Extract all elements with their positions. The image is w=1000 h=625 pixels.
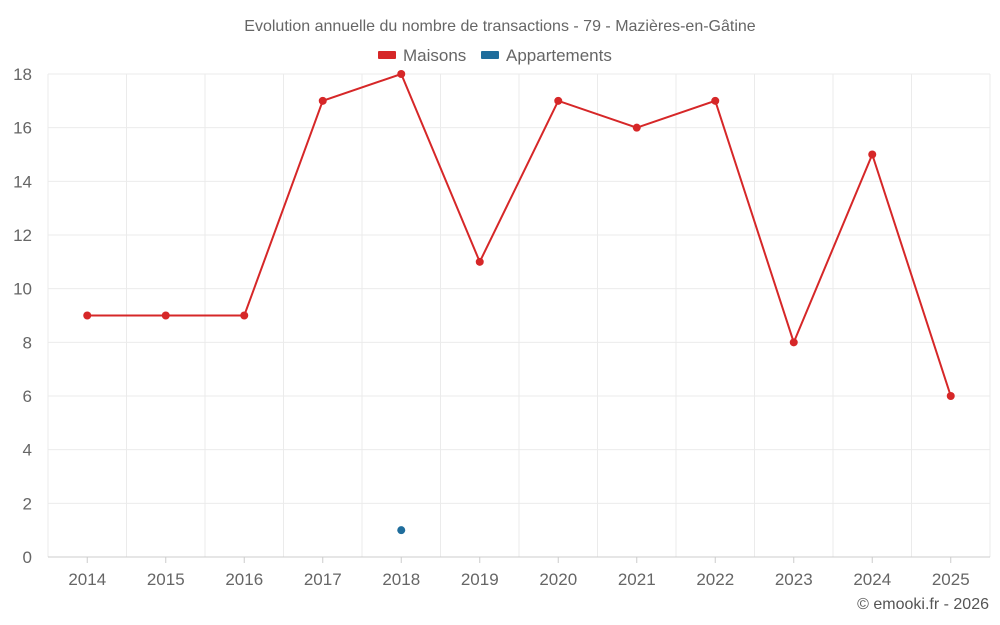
legend-swatch-maisons <box>378 51 396 59</box>
data-point-maisons[interactable] <box>868 150 877 159</box>
x-tick-label: 2015 <box>147 570 185 589</box>
x-tick-label: 2023 <box>775 570 813 589</box>
legend: Maisons Appartements <box>378 46 612 65</box>
y-tick-label: 8 <box>23 333 32 352</box>
series <box>83 70 955 535</box>
y-tick-label: 2 <box>23 494 32 513</box>
series-line-maisons <box>87 72 952 397</box>
y-tick-label: 14 <box>13 172 32 191</box>
data-point-maisons[interactable] <box>711 96 720 105</box>
x-tick-label: 2022 <box>696 570 734 589</box>
data-point-maisons[interactable] <box>554 96 563 105</box>
data-point-maisons[interactable] <box>161 311 170 320</box>
x-tick-label: 2016 <box>225 570 263 589</box>
legend-label-appartements[interactable]: Appartements <box>506 46 612 65</box>
data-point-maisons[interactable] <box>83 311 92 320</box>
x-tick-label: 2018 <box>382 570 420 589</box>
axes: 0 2 4 6 8 10 12 14 16 18 2014 2015 2016 2017 2018 2019 2… <box>13 65 990 589</box>
x-tick-label: 2025 <box>932 570 970 589</box>
legend-swatch-appartements <box>481 51 499 59</box>
data-point-maisons[interactable] <box>475 257 484 266</box>
y-tick-label: 4 <box>23 441 32 460</box>
data-point-maisons[interactable] <box>789 338 798 347</box>
x-tick-label: 2020 <box>539 570 577 589</box>
y-tick-label: 10 <box>13 280 32 299</box>
data-point-maisons[interactable] <box>632 123 641 132</box>
x-tick-label: 2014 <box>68 570 106 589</box>
data-point-appartements[interactable] <box>397 526 406 535</box>
y-tick-label: 12 <box>13 226 32 245</box>
y-tick-label: 0 <box>23 548 32 567</box>
x-tick-label: 2019 <box>461 570 499 589</box>
y-tick-label: 18 <box>13 65 32 84</box>
x-tick-label: 2021 <box>618 570 656 589</box>
data-point-maisons[interactable] <box>397 70 406 78</box>
data-point-maisons[interactable] <box>240 311 249 320</box>
x-tick-label: 2024 <box>853 570 891 589</box>
chart-title: Evolution annuelle du nombre de transact… <box>244 18 755 35</box>
credit-text: © emooki.fr - 2026 <box>857 596 989 613</box>
legend-label-maisons[interactable]: Maisons <box>403 46 466 65</box>
data-point-maisons[interactable] <box>318 96 327 105</box>
x-tick-label: 2017 <box>304 570 342 589</box>
y-tick-label: 16 <box>13 119 32 138</box>
data-point-maisons[interactable] <box>946 392 955 400</box>
y-tick-label: 6 <box>23 387 32 406</box>
